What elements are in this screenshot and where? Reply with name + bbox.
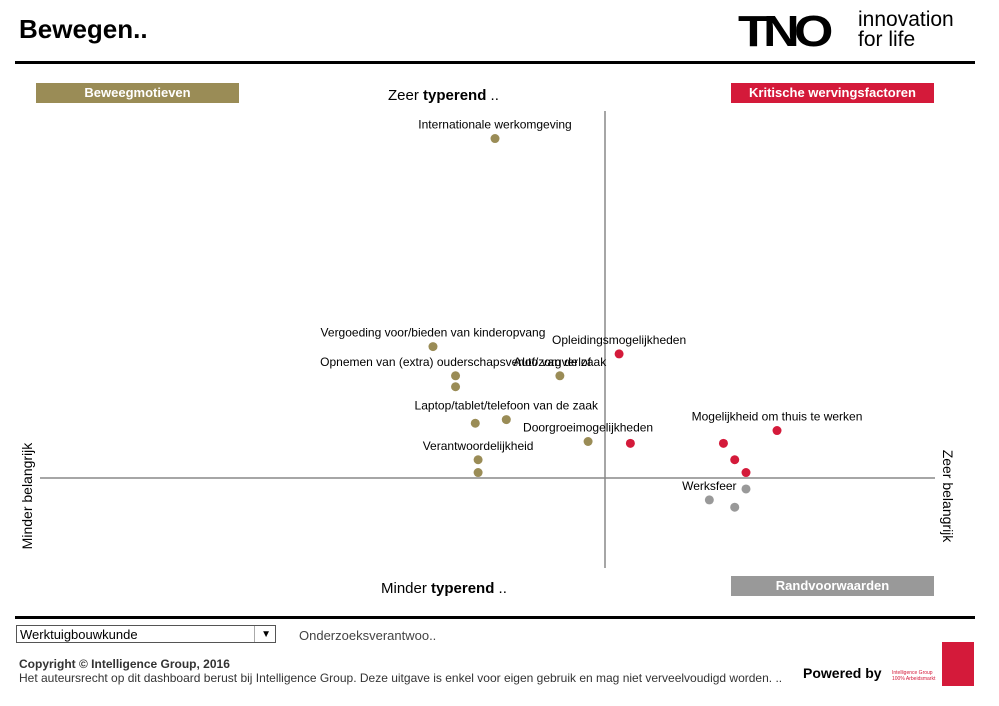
select-divider <box>254 626 255 642</box>
data-label-2: Opnemen van (extra) ouderschapsverlof/zo… <box>320 355 591 369</box>
data-point-17[interactable] <box>741 484 751 494</box>
data-point-0[interactable] <box>490 134 500 144</box>
data-point-6[interactable] <box>470 418 480 428</box>
data-label-1: Vergoeding voor/bieden van kinderopvang <box>321 326 546 340</box>
disclaimer: Het auteursrecht op dit dashboard berust… <box>19 671 783 685</box>
data-point-12[interactable] <box>772 426 782 436</box>
profession-select[interactable]: Werktuigbouwkunde ▼ <box>16 625 276 643</box>
badge-randvoorwaarden: Randvoorwaarden <box>731 576 934 596</box>
page-title: Bewegen.. <box>19 14 148 44</box>
data-point-8[interactable] <box>473 455 483 465</box>
data-point-7[interactable] <box>583 437 593 446</box>
ig-logo-text: iG! <box>946 685 970 702</box>
data-label-16: Werksfeer <box>682 479 736 493</box>
axis-label-bottom: Minder typerend .. <box>381 580 507 597</box>
data-label-0: Internationale werkomgeving <box>418 118 571 132</box>
data-label-7: Doorgroeimogelijkheden <box>523 421 653 435</box>
data-point-10[interactable] <box>614 349 624 359</box>
axis-label-top: Zeer typerend .. <box>388 87 499 104</box>
data-point-15[interactable] <box>741 468 751 478</box>
copyright: Copyright © Intelligence Group, 2016 <box>19 657 230 671</box>
bottom-divider <box>15 616 975 619</box>
data-point-11[interactable] <box>625 438 635 448</box>
data-point-5[interactable] <box>501 415 511 425</box>
chevron-down-icon[interactable]: ▼ <box>261 629 271 640</box>
logo-brand: TNO <box>738 7 833 56</box>
tno-logo: TNO innovation for life <box>738 7 978 56</box>
data-label-8: Verantwoordelijkheid <box>423 439 534 453</box>
powered-by: Powered by <box>803 665 882 681</box>
top-divider <box>15 61 975 64</box>
logo-tagline-line1: innovation <box>858 8 954 31</box>
data-point-9[interactable] <box>473 468 483 478</box>
research-link[interactable]: Onderzoeksverantwoo.. <box>299 628 437 643</box>
badge-beweegmotieven: Beweegmotieven <box>36 83 239 103</box>
data-point-4[interactable] <box>555 371 565 381</box>
logo-tagline-line2: for life <box>858 28 916 51</box>
data-point-2[interactable] <box>451 371 461 381</box>
data-point-1[interactable] <box>428 342 438 352</box>
logo-tagline: innovation for life <box>858 8 954 51</box>
data-point-18[interactable] <box>730 502 740 512</box>
ig-name: Intelligence Group <box>892 670 933 676</box>
data-label-12: Mogelijkheid om thuis te werken <box>692 410 863 424</box>
data-point-16[interactable] <box>704 495 714 505</box>
ig-sub: 100% Arbeidsmarkt <box>892 676 936 682</box>
badge-kritische-wervingsfactoren: Kritische wervingsfactoren <box>731 83 934 103</box>
data-label-4: Auto van de zaak <box>514 355 608 369</box>
ig-small-label: Intelligence Group 100% Arbeidsmarkt <box>892 670 935 682</box>
data-point-13[interactable] <box>718 438 728 448</box>
profession-select-value: Werktuigbouwkunde <box>20 627 138 642</box>
data-label-5: Laptop/tablet/telefoon van de zaak <box>415 399 599 413</box>
ig-logo: iG! <box>942 642 974 702</box>
data-point-3[interactable] <box>451 382 461 392</box>
data-label-10: Opleidingsmogelijkheden <box>552 333 686 347</box>
data-point-14[interactable] <box>730 455 740 465</box>
